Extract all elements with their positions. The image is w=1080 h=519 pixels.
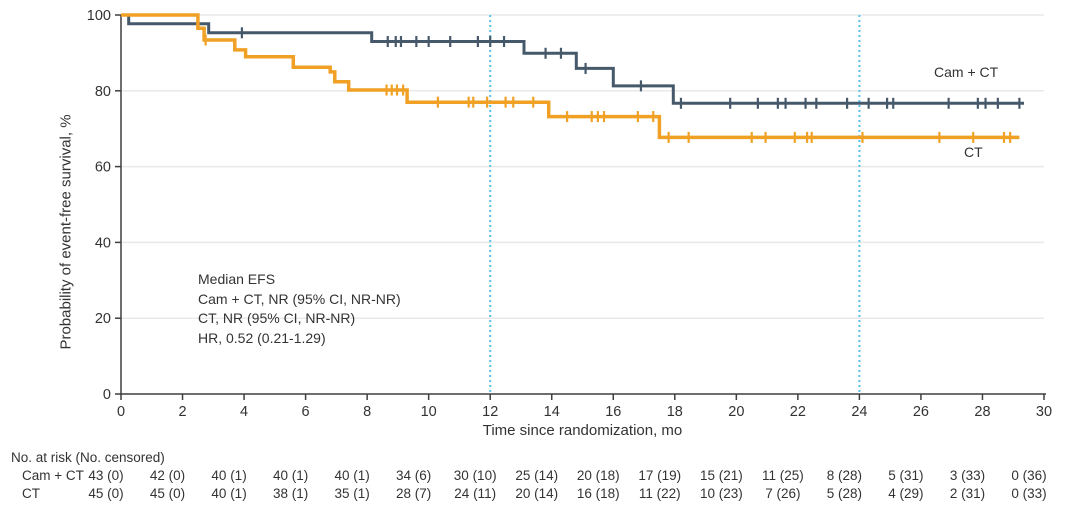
risk-cell: 42 (0)	[149, 468, 186, 483]
risk-cell: 24 (11)	[454, 486, 497, 501]
curve-label-ct: CT	[964, 144, 983, 160]
annotation-line-ct: CT, NR (95% CI, NR-NR)	[198, 310, 356, 326]
risk-cell: 25 (14)	[515, 468, 559, 483]
y-tick-label: 80	[95, 84, 111, 100]
risk-cell: 5 (31)	[888, 468, 924, 483]
x-tick-label: 20	[728, 404, 744, 420]
risk-cell: 15 (21)	[699, 468, 743, 483]
risk-cell: 7 (26)	[765, 486, 801, 501]
annotation-line-hr: HR, 0.52 (0.21-1.29)	[198, 329, 326, 346]
risk-cell: 40 (1)	[211, 468, 247, 483]
annotation-line-median: Median EFS	[198, 271, 276, 287]
risk-cell: 0 (36)	[1011, 468, 1047, 483]
risk-cell: 4 (29)	[888, 486, 924, 501]
risk-cell: 8 (28)	[826, 468, 863, 483]
x-tick-label: 12	[482, 404, 498, 420]
risk-cell: 17 (19)	[638, 468, 682, 483]
annotation-line-camct: Cam + CT, NR (95% CI, NR-NR)	[198, 290, 401, 307]
y-tick-label: 60	[95, 160, 111, 176]
x-tick-label: 16	[605, 404, 621, 420]
risk-cell: 38 (1)	[272, 486, 309, 501]
x-tick-label: 0	[117, 404, 125, 420]
risk-cell: 0 (33)	[1011, 486, 1047, 501]
risk-table-header: No. at risk (No. censored)	[11, 450, 165, 465]
x-tick-label: 30	[1036, 404, 1052, 420]
risk-cell: 45 (0)	[149, 486, 186, 501]
x-tick-label: 2	[178, 404, 186, 420]
risk-cell: 20 (18)	[576, 468, 620, 483]
risk-cell: 30 (10)	[453, 468, 497, 483]
curve-label-cam-ct: Cam + CT	[934, 64, 999, 80]
x-axis-title: Time since randomization, mo	[482, 422, 683, 439]
risk-cell: 43 (0)	[88, 468, 124, 483]
x-tick-label: 4	[240, 404, 248, 420]
risk-cell: 40 (1)	[334, 468, 370, 483]
risk-cell: 34 (6)	[396, 468, 432, 483]
y-tick-label: 20	[95, 311, 111, 327]
risk-row-label: Cam + CT	[22, 468, 84, 483]
x-tick-label: 8	[363, 404, 371, 420]
risk-cell: 11 (25)	[761, 468, 804, 483]
x-tick-label: 26	[913, 404, 929, 420]
risk-cell: 5 (28)	[826, 486, 863, 501]
risk-cell: 20 (14)	[515, 486, 559, 501]
x-tick-label: 10	[421, 404, 437, 420]
risk-cell: 40 (1)	[272, 468, 309, 483]
risk-row-ct: CT 45 (0) 45 (0) 40 (1) 38 (1) 35 (1) 28 (7) 2…	[0, 486, 1080, 502]
survival-curve-cam-ct	[121, 13, 1024, 105]
x-tick-label: 22	[790, 404, 806, 420]
x-tick-label: 28	[974, 404, 990, 420]
risk-cell: 3 (33)	[949, 468, 986, 483]
risk-cell: 2 (31)	[949, 486, 986, 501]
risk-cell: 10 (23)	[699, 486, 743, 501]
risk-cell: 40 (1)	[211, 486, 247, 501]
x-tick-label: 6	[302, 404, 310, 420]
risk-cell: 28 (7)	[396, 486, 432, 501]
risk-row-cam-ct: Cam + CT 43 (0) 42 (0) 40 (1) 40 (1) 40 (1) 3…	[0, 468, 1080, 484]
risk-cell: 16 (18)	[576, 486, 620, 501]
median-efs-annotation: Median EFS Cam + CT, NR (95% CI, NR-NR) …	[198, 270, 401, 348]
x-tick-label: 18	[667, 404, 683, 420]
x-tick-label: 24	[851, 404, 867, 420]
survival-curve-ct	[121, 13, 1020, 140]
x-tick-label: 14	[544, 404, 560, 420]
risk-cell: 35 (1)	[334, 486, 370, 501]
y-tick-label: 40	[95, 235, 111, 251]
y-tick-label: 100	[87, 8, 111, 24]
y-tick-label: 0	[103, 387, 111, 403]
risk-cell: 45 (0)	[88, 486, 124, 501]
risk-row-label: CT	[22, 486, 40, 501]
risk-cell: 11 (22)	[638, 486, 681, 501]
